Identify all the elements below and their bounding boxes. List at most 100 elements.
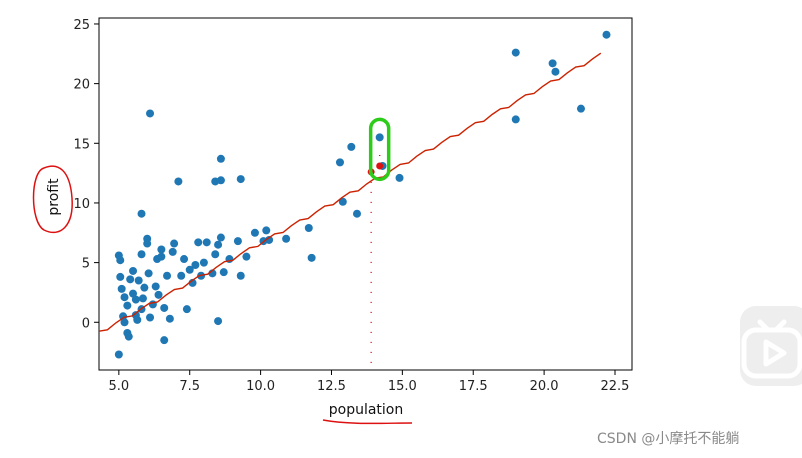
data-point (157, 252, 166, 261)
data-point (202, 238, 211, 247)
x-axis: 5.0 7.5 10.0 12.5 15.0 17.5 20.0 22.5 (109, 370, 630, 394)
y-tick-label: 10 (73, 197, 90, 212)
data-point (511, 48, 520, 57)
data-point (133, 315, 142, 324)
play-icon (741, 319, 802, 379)
data-point (120, 318, 129, 327)
data-point (123, 301, 132, 310)
data-point (177, 271, 186, 280)
data-point (242, 252, 251, 261)
highlight-mark (368, 117, 391, 182)
data-point (282, 234, 291, 243)
annotations (32, 117, 413, 425)
data-point (191, 260, 200, 269)
data-point (137, 250, 146, 259)
guide-point (376, 162, 384, 170)
x-tick-label: 15.0 (388, 379, 417, 394)
data-point (265, 235, 274, 244)
data-point (120, 293, 129, 302)
data-point (182, 305, 191, 314)
data-point (352, 209, 361, 218)
plot-frame (98, 17, 633, 371)
data-point (124, 332, 133, 341)
data-point (163, 271, 172, 280)
data-point (168, 247, 177, 256)
play-badge[interactable] (740, 306, 802, 386)
data-point (304, 224, 313, 233)
data-point (174, 177, 183, 186)
y-tick-label: 25 (73, 18, 90, 33)
xlabel-underline-mark (322, 419, 413, 425)
x-tick-label: 22.5 (601, 379, 630, 394)
data-point (307, 253, 316, 262)
data-point (131, 295, 140, 304)
data-point (219, 268, 228, 277)
data-point (146, 109, 155, 118)
data-point (199, 258, 208, 267)
x-tick-label: 7.5 (179, 379, 200, 394)
data-point (157, 245, 166, 254)
data-point (214, 317, 223, 326)
y-axis: 0 5 10 15 20 25 (73, 18, 99, 331)
data-point (134, 276, 143, 285)
data-point (143, 239, 152, 248)
data-point (114, 350, 123, 359)
data-point (148, 300, 157, 309)
data-point (170, 239, 179, 248)
y-tick-label: 15 (73, 137, 90, 152)
data-point (129, 266, 138, 275)
data-point (548, 59, 557, 68)
x-tick-label: 20.0 (530, 379, 559, 394)
x-tick-label: 5.0 (109, 379, 130, 394)
data-point (144, 269, 153, 278)
data-point (250, 228, 259, 237)
y-axis-label: profit (46, 178, 62, 216)
data-point (576, 104, 585, 113)
data-point (140, 283, 149, 292)
data-point (236, 175, 245, 184)
data-point (236, 271, 245, 280)
data-point (160, 336, 169, 345)
y-tick-label: 20 (73, 78, 90, 93)
data-point (214, 240, 223, 249)
data-point (117, 284, 126, 293)
y-tick-label: 5 (82, 257, 90, 272)
data-point (126, 275, 135, 284)
x-tick-label: 10.0 (246, 379, 275, 394)
data-point (395, 173, 404, 182)
data-point (338, 197, 347, 206)
data-point (116, 272, 125, 281)
data-point (211, 250, 220, 259)
data-point (551, 67, 560, 76)
data-point (185, 265, 194, 274)
data-point (375, 133, 384, 142)
data-point (216, 233, 225, 242)
ylabel-circle-mark (32, 165, 73, 234)
data-point (511, 115, 520, 124)
data-point (233, 237, 242, 246)
watermark: CSDN @小摩托不能躺 (597, 431, 740, 447)
data-point (194, 238, 203, 247)
data-point (216, 154, 225, 163)
data-point (116, 256, 125, 265)
data-point (160, 303, 169, 312)
data-point (602, 30, 611, 39)
x-tick-label: 12.5 (317, 379, 346, 394)
x-tick-label: 17.5 (459, 379, 488, 394)
data-point (138, 294, 147, 303)
data-point (347, 142, 356, 151)
y-tick-label: 0 (82, 316, 90, 331)
data-point (137, 209, 146, 218)
data-point (129, 289, 138, 298)
data-point (262, 226, 271, 235)
fit-line (98, 52, 602, 332)
data-point (335, 158, 344, 167)
data-point (154, 290, 163, 299)
data-point (165, 314, 174, 323)
data-points (114, 30, 611, 359)
x-axis-label: population (329, 402, 404, 418)
fit-line-group (98, 52, 602, 332)
data-point (180, 255, 189, 264)
data-point (146, 313, 155, 322)
